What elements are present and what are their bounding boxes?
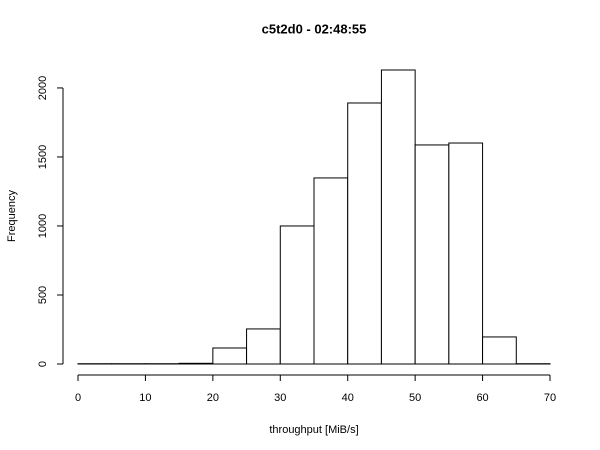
- y-tick-label: 1000: [37, 214, 49, 238]
- y-axis-label: Frequency: [6, 190, 18, 242]
- x-tick-label: 40: [342, 392, 354, 404]
- y-tick-label: 0: [37, 361, 49, 367]
- bar: [178, 362, 214, 365]
- y-tick-label: 1500: [37, 145, 49, 169]
- bar: [414, 144, 450, 365]
- bar: [380, 69, 416, 365]
- x-axis-label: throughput [MiB/s]: [269, 424, 358, 436]
- bar: [313, 177, 349, 365]
- bar: [212, 347, 248, 365]
- bar: [448, 142, 484, 365]
- x-tick-label: 10: [139, 392, 151, 404]
- x-tick-label: 30: [274, 392, 286, 404]
- bar: [347, 102, 382, 365]
- x-tick-label: 50: [409, 392, 421, 404]
- x-tick-label: 60: [476, 392, 488, 404]
- y-tick-label: 2000: [37, 76, 49, 100]
- chart-title: c5t2d0 - 02:48:55: [262, 21, 367, 36]
- bar: [279, 225, 315, 365]
- bar: [246, 328, 281, 365]
- y-tick-label: 500: [37, 286, 49, 304]
- bar: [482, 336, 517, 365]
- x-tick-label: 20: [207, 392, 219, 404]
- x-tick-label: 0: [75, 392, 81, 404]
- x-tick-label: 70: [544, 392, 556, 404]
